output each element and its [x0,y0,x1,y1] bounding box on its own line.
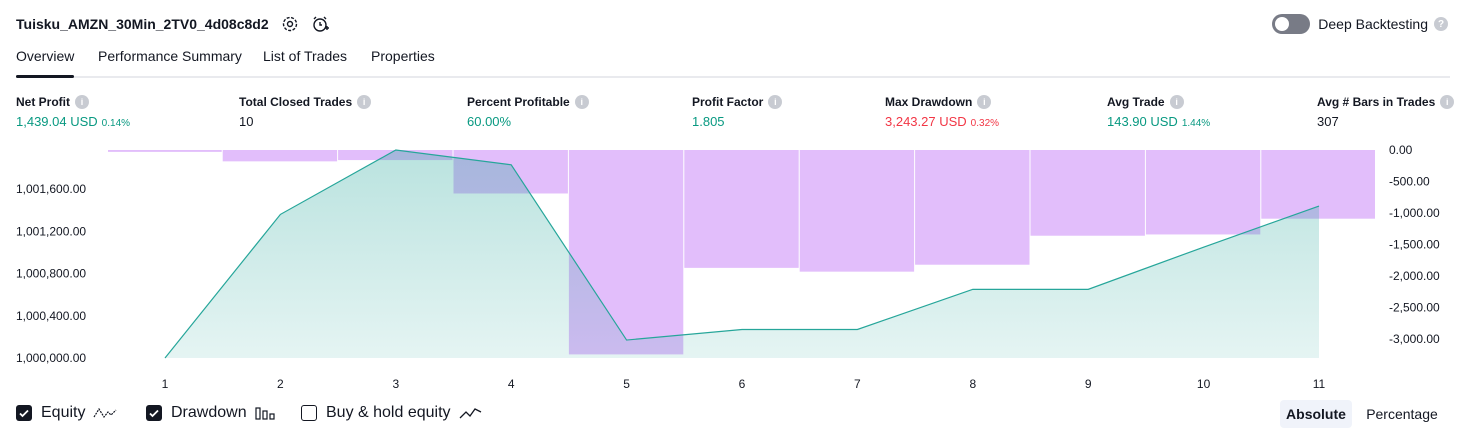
metric-value: 307 [1317,114,1339,129]
metric-label: Profit Factor [692,95,764,109]
drawdown-bar [799,150,915,272]
tab-overview[interactable]: Overview [16,48,75,78]
equity-checkbox[interactable] [16,405,32,421]
x-axis-tick: 3 [392,377,399,391]
metric-label: Avg # Bars in Trades [1317,95,1436,109]
drawdown-bar [1030,150,1145,236]
drawdown-bar [915,150,1030,265]
x-axis-tick: 10 [1197,377,1211,391]
right-axis-tick: 0.00 [1389,143,1413,157]
info-icon[interactable]: i [977,95,992,109]
deep-backtesting-toggle[interactable] [1272,14,1311,34]
info-icon[interactable]: i [1169,95,1184,109]
info-icon[interactable]: i [1440,95,1455,109]
add-alert-icon[interactable] [311,15,329,33]
metric-profit-factor: Profit Factor i 1.805 [692,94,783,129]
legend-buy-hold-equity[interactable]: Buy & hold equity [301,404,483,422]
legend-label: Buy & hold equity [326,404,451,421]
strategy-title: Tuisku_AMZN_30Min_2TV0_4d08c8d2 [16,16,269,32]
legend-drawdown[interactable]: Drawdown [146,404,277,422]
drawdown-bars-icon [254,406,277,420]
x-axis-tick: 11 [1313,377,1326,391]
legend-label: Drawdown [171,404,247,421]
x-axis-tick: 9 [1085,377,1092,391]
x-axis-tick: 5 [623,377,630,391]
absolute-button[interactable]: Absolute [1280,400,1352,428]
equity-line-icon [93,406,117,420]
tab-performance-summary[interactable]: Performance Summary [98,48,242,64]
info-icon[interactable]: i [75,95,89,109]
metric-label: Total Closed Trades [239,95,353,109]
left-axis-tick: 1,001,600.00 [16,182,86,196]
tab-bar: Overview Performance Summary List of Tra… [16,46,1450,78]
right-axis-tick: -1,000.00 [1389,206,1440,220]
drawdown-bar [453,150,568,194]
info-icon[interactable]: i [768,95,783,109]
settings-gear-icon[interactable] [281,15,299,33]
equity-area [165,150,1319,358]
x-axis-tick: 7 [854,377,861,391]
deep-backtesting: Deep Backtesting ? [1272,12,1448,36]
drawdown-bar [1145,150,1261,235]
deep-backtesting-label: Deep Backtesting [1318,16,1428,32]
metric-value: 10 [239,114,254,129]
info-icon[interactable]: i [357,95,372,109]
metric-value: 3,243.27 USD [885,114,967,129]
right-axis-tick: -2,500.00 [1389,301,1440,315]
legend-equity[interactable]: Equity [16,404,117,422]
x-axis-tick: 2 [277,377,284,391]
metric-percent: 0.32% [970,118,1000,129]
drawdown-bar [108,150,222,152]
left-axis-tick: 1,000,800.00 [16,267,86,281]
metric-value: 143.90 USD [1107,114,1178,129]
metric-label: Avg Trade [1107,95,1165,109]
left-axis-tick: 1,001,200.00 [16,224,86,238]
x-axis-tick: 4 [508,377,515,391]
legend-label: Equity [41,404,86,421]
metric-net-profit: Net Profit i 1,439.04 USD 0.14% [16,94,130,129]
tab-properties[interactable]: Properties [371,48,435,64]
buy-hold-line-icon [459,406,483,420]
drawdown-bar [1261,150,1375,219]
right-axis-tick: -1,500.00 [1389,238,1440,252]
metric-label: Percent Profitable [467,95,570,109]
metric-max-drawdown: Max Drawdown i 3,243.27 USD 0.32% [885,94,999,129]
metric-percent: 0.14% [101,118,131,129]
left-axis-tick: 1,000,400.00 [16,309,86,323]
strategy-header: Tuisku_AMZN_30Min_2TV0_4d08c8d2 [16,12,329,36]
equity-line [164,149,1320,359]
right-axis-tick: -3,000.00 [1389,332,1440,346]
x-axis-tick: 1 [162,377,169,391]
right-axis-tick: -2,000.00 [1389,269,1440,283]
percentage-button[interactable]: Percentage [1366,406,1438,422]
metric-total-closed-trades: Total Closed Trades i 10 [239,94,372,129]
metric-avg-trade: Avg Trade i 143.90 USD 1.44% [1107,94,1210,129]
drawdown-bar [684,150,799,268]
drawdown-bar [568,150,684,355]
x-axis-tick: 6 [739,377,746,391]
help-icon[interactable]: ? [1434,17,1448,31]
metric-avg-bars-in-trades: Avg # Bars in Trades i 307 [1317,94,1455,129]
drawdown-bar [222,150,338,162]
metric-value: 1,439.04 USD [16,114,98,129]
info-icon[interactable]: i [574,95,589,109]
metric-value: 1.805 [692,114,725,129]
metric-percent-profitable: Percent Profitable i 60.00% [467,94,589,129]
metric-percent: 1.44% [1181,118,1211,129]
toggle-knob [1275,17,1290,31]
drawdown-bar [338,150,453,161]
metric-label: Net Profit [16,95,70,109]
x-axis-tick: 8 [969,377,976,391]
tab-list-of-trades[interactable]: List of Trades [263,48,348,64]
left-axis-tick: 1,000,000.00 [16,351,86,365]
drawdown-checkbox[interactable] [146,405,162,421]
metric-value: 60.00% [467,114,512,129]
buy-hold-checkbox[interactable] [301,405,317,421]
metric-label: Max Drawdown [885,95,973,109]
right-axis-tick: -500.00 [1389,175,1430,189]
